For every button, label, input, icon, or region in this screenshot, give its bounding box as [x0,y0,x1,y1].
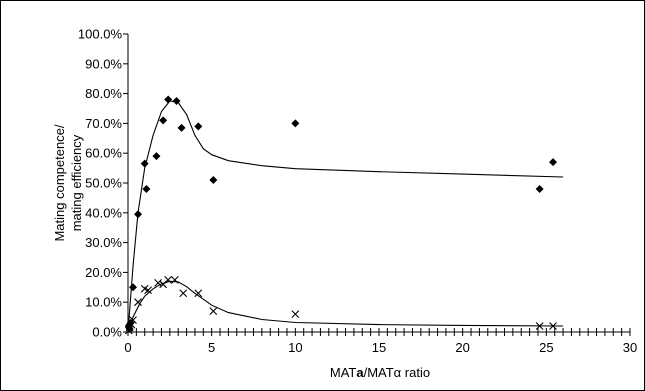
y-tick-label: 20.0% [85,265,122,280]
x-marker-point [164,275,173,284]
x-marker-point [209,307,218,316]
diamond-point [535,184,544,193]
trend-line-series-2 [127,280,564,333]
trend-line-series-1 [127,100,564,333]
x-axis-title: MATa/MATα ratio [330,365,430,380]
y-axis-title: Mating competence/ mating efficiency [52,124,84,241]
diamond-point [140,159,149,168]
y-tick-label: 10.0% [85,295,122,310]
y-axis-title-line-2: mating efficiency [69,134,84,231]
x-tick-label: 10 [288,340,302,355]
x-axis-title-part-1: MAT [330,365,357,380]
diamond-point [177,123,186,132]
y-tick-label: 80.0% [85,86,122,101]
diamond-point [129,283,138,292]
y-tick-label: 100.0% [78,27,123,42]
diamond-point [549,158,558,167]
x-marker-point [124,326,133,335]
x-marker-point [154,278,163,287]
x-marker-point [170,275,179,284]
x-axis-title-part-2: a [356,365,364,380]
diamond-point [134,210,143,219]
x-marker-point [134,298,142,307]
y-tick-label: 50.0% [85,176,122,191]
diamond-point [152,152,161,161]
x-marker-point [144,286,152,295]
diamond-point [172,97,181,106]
data-points [124,95,558,335]
diamond-point [164,95,173,104]
diamond-point [142,184,151,193]
x-marker-point [535,322,544,330]
x-axis-title-part-3: /MATα ratio [364,365,431,380]
y-tick-label: 90.0% [85,56,122,71]
y-tick-label: 40.0% [85,205,122,220]
x-tick-label: 5 [208,340,215,355]
y-tick-label: 0.0% [92,325,122,340]
x-marker-point [194,289,203,298]
trend-lines [127,100,564,333]
x-marker-point [291,310,300,319]
y-ticks: 0.0% 10.0% 20.0% 30.0% 40.0% 50.0% 60.0% 70.0% 8… [78,27,128,340]
diamond-point [209,176,218,185]
y-tick-label: 70.0% [85,116,122,131]
x-tick-label: 15 [372,340,386,355]
x-tick-label: 0 [124,340,131,355]
y-tick-label: 60.0% [85,146,122,161]
x-marker-point [549,322,557,330]
y-tick-label: 30.0% [85,235,122,250]
x-marker-point [129,316,137,324]
x-tick-label: 30 [623,340,637,355]
x-ticks: 0 5 10 15 20 25 30 [124,328,637,355]
x-marker-point [127,320,136,329]
x-tick-label: 20 [455,340,469,355]
diamond-point [194,122,203,131]
diamond-point [291,119,300,128]
x-tick-label: 25 [539,340,553,355]
diamond-point [159,116,168,125]
x-marker-point [179,289,188,298]
y-axis-title-line-1: Mating competence/ [52,124,67,241]
